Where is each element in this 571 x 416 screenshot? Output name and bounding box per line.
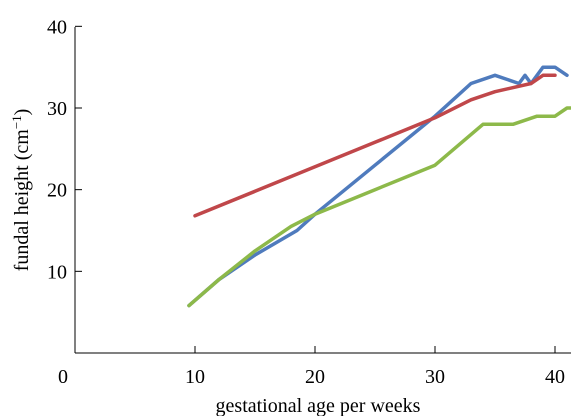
y-axis-title-main: fundal height (cm (11, 129, 33, 272)
series-line-2 (193, 73, 557, 218)
y-tick-label: 20 (47, 180, 67, 202)
x-tick-label: 20 (305, 366, 325, 388)
series-line-3 (187, 106, 571, 308)
series-group (187, 65, 571, 308)
x-tick-label: 10 (185, 366, 205, 388)
x-tick-label: 30 (425, 366, 445, 388)
x-axis-title: gestational age per weeks (216, 395, 421, 416)
y-tick-label: 10 (47, 261, 67, 283)
y-tick-label: 30 (47, 98, 67, 120)
series-line-1 (187, 65, 569, 308)
x-tick-label: 40 (545, 366, 565, 388)
ticks: 0 10 20 30 40 10 20 30 40 (47, 16, 565, 388)
y-axis-title-close: ) (11, 109, 33, 116)
y-tick-label: 40 (47, 16, 67, 38)
y-axis-title: fundal height (cm−1) (9, 109, 33, 272)
y-axis-title-sup: −1 (9, 115, 24, 129)
x-tick-label: 0 (58, 366, 68, 388)
